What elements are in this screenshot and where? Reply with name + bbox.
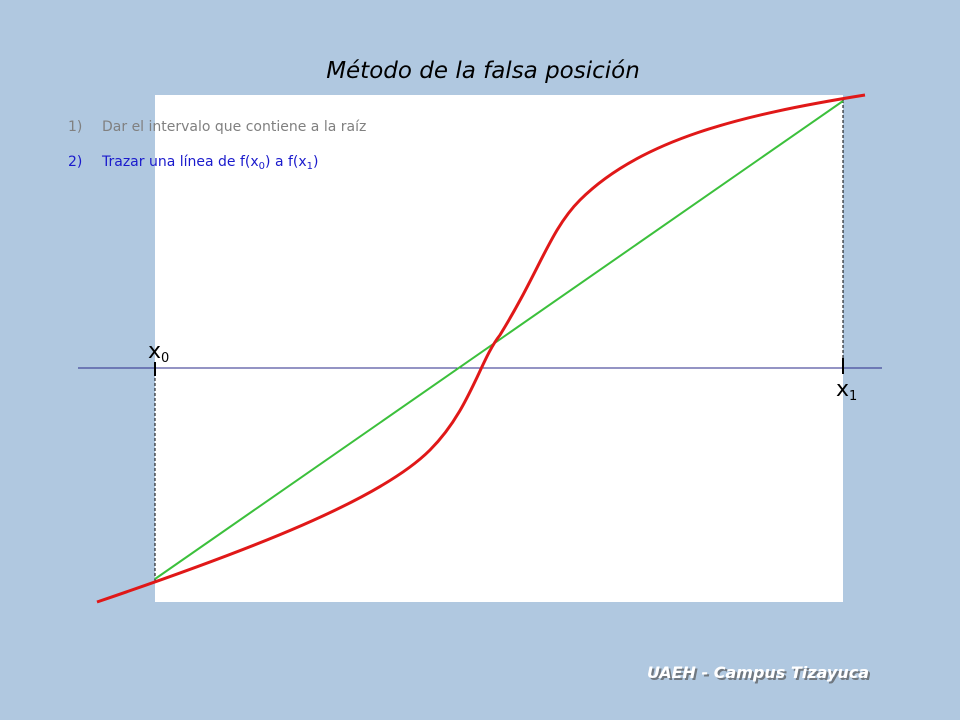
step-text: Trazar una línea de f(x0) a f(x1) [101,154,319,172]
step-number: 1) [68,119,82,135]
footer: UAEH - Campus Tizayuca [647,663,869,682]
text-part: ) [313,154,318,170]
label-base: x [148,339,161,364]
label-subscript: 0 [161,351,169,366]
text-part: ) a f(x [265,154,307,170]
secant-line [154,100,844,580]
step-text: Dar el intervalo que contiene a la raíz [102,119,366,135]
axis-label: x0 [148,339,169,366]
subscript: 0 [259,161,265,172]
footer-shadow: UAEH - Campus Tizayuca [649,665,871,684]
title: Método de la falsa posición [326,58,640,84]
label-base: x [836,377,849,402]
label-subscript: 1 [849,389,857,404]
axis-label: x1 [836,377,857,404]
function-curve [96,93,866,604]
text-part: Trazar una línea de f(x [101,154,259,170]
subscript: 1 [307,161,313,172]
step-number: 2) [68,154,82,170]
